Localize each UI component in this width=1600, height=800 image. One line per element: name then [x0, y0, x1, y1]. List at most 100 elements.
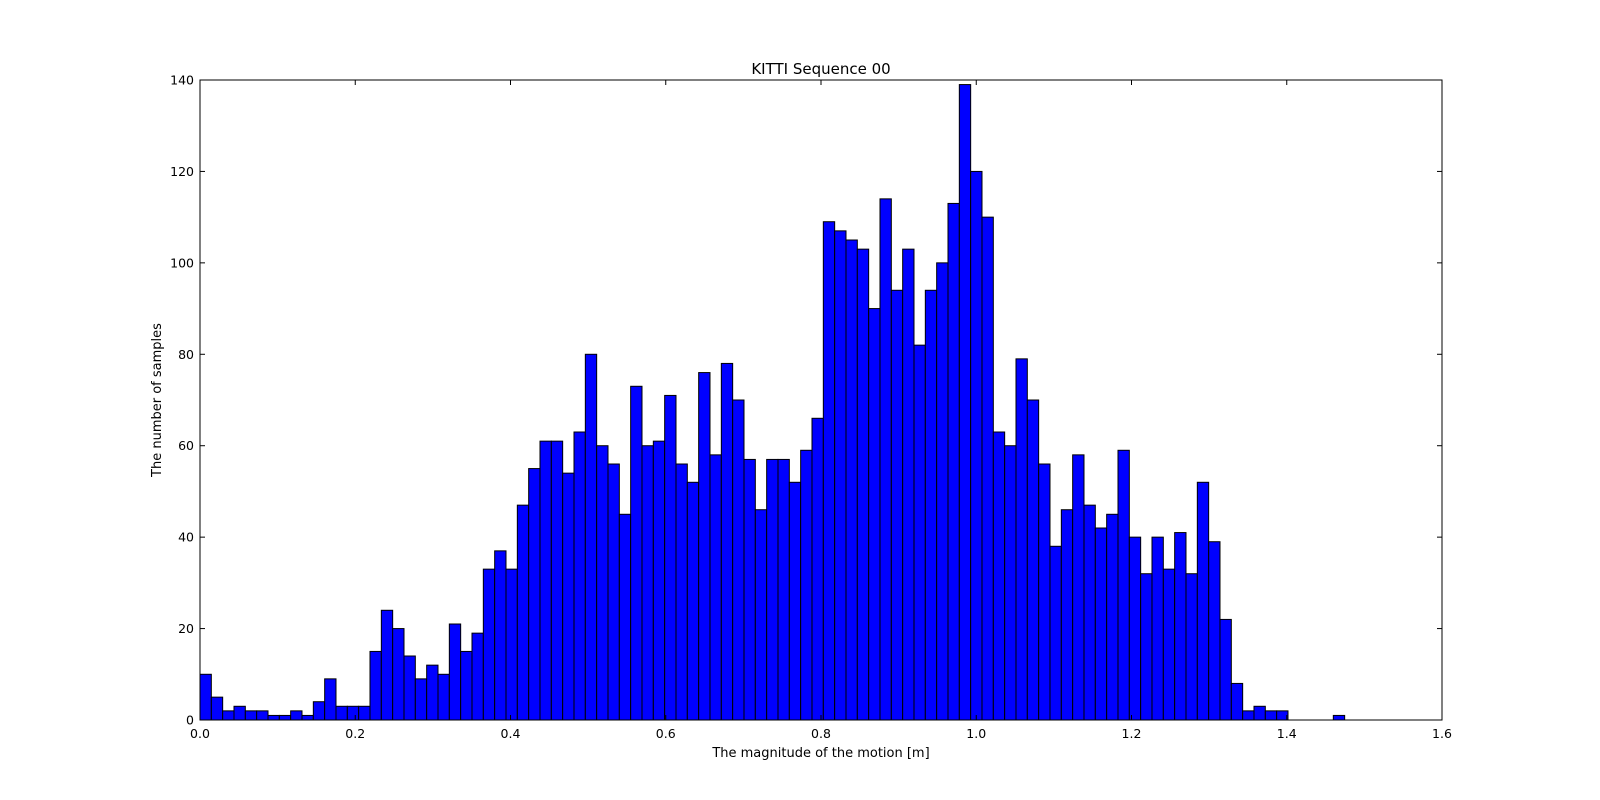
x-tick-label: 1.4 — [1277, 726, 1297, 741]
histogram-bar — [471, 632, 484, 721]
histogram-bar — [777, 458, 790, 721]
histogram-bar — [414, 678, 428, 721]
x-tick-label: 1.0 — [966, 726, 986, 741]
histogram-bar — [1174, 532, 1187, 721]
histogram-bar — [1117, 449, 1130, 721]
histogram-bar — [845, 239, 858, 721]
histogram-bar — [1185, 573, 1198, 721]
x-tick-label: 1.6 — [1432, 726, 1452, 741]
histogram-bar — [890, 289, 904, 721]
histogram-bar — [879, 198, 892, 721]
histogram-bar — [199, 673, 212, 721]
x-tick-label: 0.4 — [501, 726, 521, 741]
x-axis-ticks: 0.0 0.2 0.4 0.6 0.8 1.0 1.2 1.4 1.6 — [190, 80, 1452, 741]
y-tick-label: 60 — [178, 438, 194, 453]
x-tick-label: 0.8 — [811, 726, 831, 741]
histogram-bar — [312, 701, 326, 721]
y-tick-label: 20 — [178, 621, 194, 636]
histogram-bar — [686, 481, 700, 721]
histogram-bar — [675, 463, 688, 721]
histogram-bar — [290, 710, 303, 721]
histogram-bar — [448, 623, 462, 721]
y-tick-label: 0 — [186, 713, 194, 728]
histogram-bar — [267, 714, 280, 721]
histogram-bar — [1038, 463, 1051, 721]
histogram-bar — [494, 550, 507, 721]
histogram-bar — [754, 509, 768, 721]
histogram-bar — [1196, 481, 1210, 721]
y-tick-label: 120 — [170, 164, 194, 179]
histogram-bar — [800, 449, 813, 721]
histogram-bar — [743, 458, 756, 721]
x-tick-label: 0.6 — [656, 726, 676, 741]
histogram-bar — [403, 655, 416, 721]
histogram-bar — [1264, 710, 1278, 721]
histogram-bar — [709, 454, 722, 721]
histogram-bar — [698, 372, 711, 721]
y-axis-ticks: 0 20 40 60 80 100 120 140 — [170, 73, 1442, 728]
histogram-bar — [1253, 705, 1266, 721]
histogram-bar — [1015, 358, 1028, 721]
x-tick-label: 0.0 — [190, 726, 210, 741]
histogram-bar — [324, 678, 337, 721]
histogram-bar — [1072, 454, 1085, 721]
histogram-bar — [437, 673, 450, 721]
histogram-bar — [460, 650, 473, 721]
y-axis-label: The number of samples — [150, 323, 165, 478]
histogram-bar — [1332, 714, 1346, 721]
histogram-bar — [641, 445, 654, 721]
histogram-bar — [630, 385, 643, 721]
histogram-bar — [210, 696, 224, 721]
histogram-bar — [256, 710, 269, 721]
y-tick-label: 80 — [178, 347, 194, 362]
histogram-bar — [358, 705, 371, 721]
histogram-bar — [573, 431, 586, 721]
histogram-bar — [1083, 504, 1096, 721]
histogram-bar — [1128, 536, 1142, 721]
histogram-bar — [369, 650, 382, 721]
histogram-bar — [981, 216, 994, 721]
histogram-bar — [1140, 573, 1153, 721]
histogram-bar — [1208, 541, 1221, 721]
histogram-bar — [550, 440, 564, 721]
histogram-bar — [958, 84, 972, 721]
histogram-bar — [992, 431, 1006, 721]
x-axis-label: The magnitude of the motion [m] — [711, 746, 929, 761]
histogram-bar — [652, 440, 666, 721]
histogram-bar — [222, 710, 235, 721]
histogram-bar — [664, 394, 677, 721]
histogram-bar — [811, 417, 824, 721]
histogram-bar — [902, 248, 915, 721]
histogram-bar — [392, 628, 405, 721]
histogram-bar — [1060, 509, 1074, 721]
histogram-bar — [335, 705, 348, 721]
histogram-bar — [1049, 545, 1062, 721]
histogram-bar — [426, 664, 439, 721]
histogram-bar — [539, 440, 552, 721]
y-tick-label: 40 — [178, 530, 194, 545]
histogram-bar — [913, 344, 926, 721]
histogram-bar — [301, 714, 314, 721]
histogram-bar — [1094, 527, 1108, 721]
histogram-bar — [947, 202, 960, 721]
x-tick-label: 0.2 — [345, 726, 365, 741]
histogram-bar — [788, 481, 802, 721]
histogram-bar — [1151, 536, 1164, 721]
histogram-bar — [516, 504, 530, 721]
histogram-bar — [868, 308, 881, 721]
histogram-bar — [562, 472, 575, 721]
histogram-bar — [1242, 710, 1255, 721]
x-tick-label: 1.2 — [1122, 726, 1142, 741]
histogram-bar — [1106, 513, 1119, 721]
histogram-bar — [1219, 618, 1232, 721]
y-tick-label: 140 — [170, 73, 194, 88]
histogram-bar — [244, 710, 258, 721]
histogram-bar — [720, 362, 734, 721]
histogram-bar — [505, 568, 518, 721]
histogram-bar — [924, 289, 938, 721]
histogram-bar — [618, 513, 632, 721]
histogram-bar — [346, 705, 360, 721]
histogram-bar — [528, 468, 541, 721]
histogram-bar — [596, 445, 609, 721]
